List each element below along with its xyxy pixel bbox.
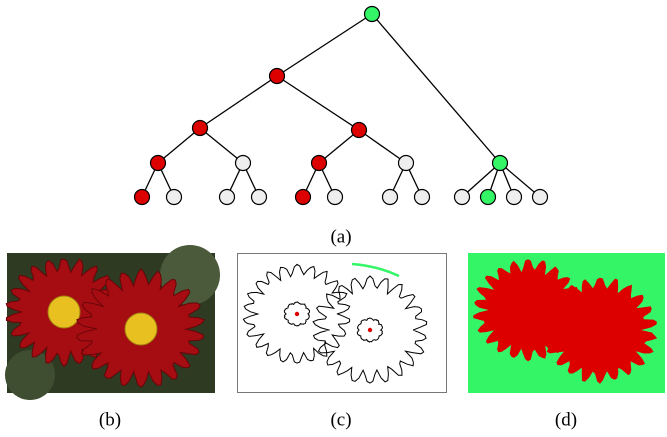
tree-node [296,190,311,205]
tree-edge [200,76,277,128]
caption-b: (b) [99,409,121,430]
tree-node [455,190,470,205]
flower-center [48,296,80,328]
tree-node [220,190,235,205]
tree-edge [372,14,500,163]
tree-node [252,190,267,205]
tree-node [193,121,208,136]
contour-panel [238,254,447,393]
tree-edge [277,14,372,76]
tree-diagram [135,7,548,205]
tree-node [312,156,327,171]
seed-point [368,328,372,332]
caption-a: (a) [330,226,351,247]
tree-node [415,190,430,205]
caption-d: (d) [555,409,577,430]
tree-node [533,190,548,205]
tree-edge [359,130,406,163]
tree-edge [277,76,359,130]
tree-edge [200,128,243,163]
photo-panel [5,245,220,400]
caption-c: (c) [330,409,351,430]
tree-node [135,190,150,205]
seed-point [295,312,299,316]
figure: (a) (b) (c) (d) [0,0,667,437]
tree-node [481,190,496,205]
tree-node [365,7,380,22]
tree-edge [158,128,200,163]
tree-node [328,190,343,205]
flower-center [125,313,157,345]
tree-node [151,156,166,171]
tree-node [399,156,414,171]
tree-node [507,190,522,205]
tree-node [352,123,367,138]
tree-node [236,156,251,171]
segmentation-panel [468,253,665,393]
tree-node [493,156,508,171]
tree-node [270,69,285,84]
tree-node [167,190,182,205]
tree-node [383,190,398,205]
